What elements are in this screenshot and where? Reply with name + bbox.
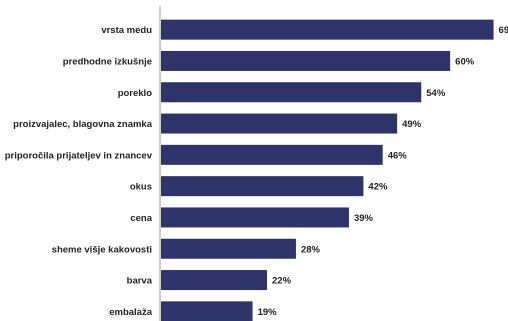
value-label: 22%	[272, 276, 292, 287]
bar	[161, 176, 364, 197]
value-label: 60%	[455, 56, 475, 67]
value-label: 39%	[354, 213, 374, 224]
bar	[161, 301, 253, 321]
category-label: proizvajalec, blagovna znamka	[13, 119, 153, 130]
value-label: 19%	[258, 307, 278, 318]
category-label: poreklo	[118, 88, 153, 99]
bar	[161, 207, 349, 228]
category-label: vrsta medu	[101, 25, 152, 36]
bar	[161, 82, 422, 103]
bar	[161, 113, 398, 134]
value-label: 46%	[388, 150, 408, 161]
bars-group: vrsta medu 69% predhodne izkušnje 60% porekl…	[5, 19, 508, 321]
value-label: 69%	[499, 25, 508, 36]
category-label: priporočila prijateljev in znancev	[5, 150, 153, 161]
category-label: barva	[127, 276, 153, 287]
category-label: okus	[130, 182, 152, 193]
bar	[161, 50, 451, 71]
bar	[161, 19, 494, 40]
category-label: cena	[130, 213, 152, 224]
bar	[161, 270, 268, 291]
value-label: 28%	[301, 244, 321, 255]
bar	[161, 144, 383, 165]
value-label: 49%	[402, 119, 422, 130]
category-label: sheme višje kakovosti	[52, 244, 152, 255]
category-label: embalaža	[109, 307, 152, 318]
category-label: predhodne izkušnje	[63, 56, 152, 67]
value-label: 54%	[426, 88, 446, 99]
bar	[161, 238, 296, 259]
value-label: 42%	[368, 182, 388, 193]
